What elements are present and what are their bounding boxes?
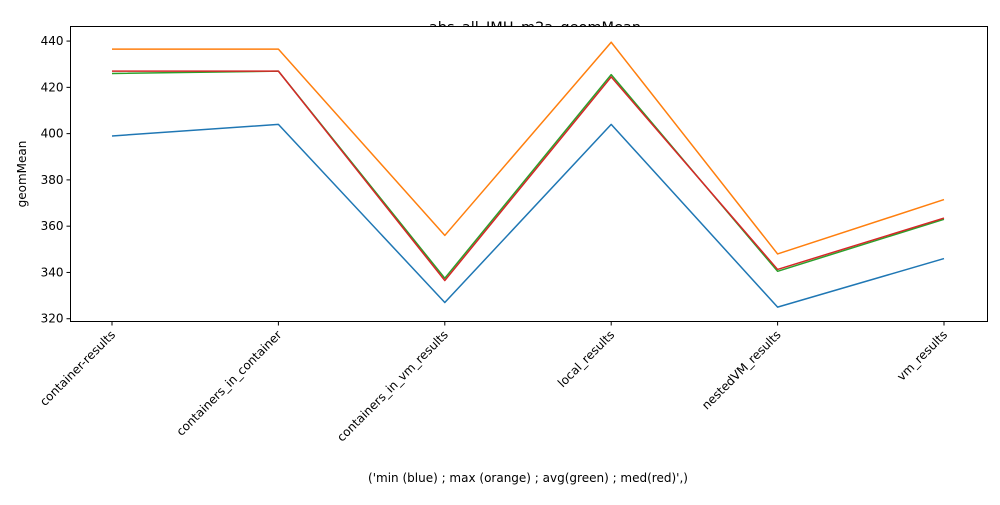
y-tick-label: 340 [41, 265, 64, 279]
y-axis: 320 340 360 380 400 420 440 [41, 34, 71, 326]
y-tick-label: 440 [41, 34, 64, 48]
plot-area [70, 26, 988, 322]
y-tick-label: 420 [41, 80, 64, 94]
x-axis: container-results containers_in_container… [37, 321, 950, 445]
y-tick-label: 360 [41, 219, 64, 233]
x-axis-label: ('min (blue) ; max (orange) ; avg(green)… [368, 471, 688, 485]
x-tick-label: containers_in_vm_results [334, 328, 451, 445]
y-tick-label: 400 [41, 127, 64, 141]
series-group [111, 41, 945, 308]
x-tick-label: containers_in_container [174, 328, 285, 439]
x-tick-label: container-results [37, 328, 118, 409]
x-tick-label: local_results [555, 328, 617, 390]
x-tick-label: nestedVM_results [699, 328, 784, 413]
y-tick-label: 380 [41, 173, 64, 187]
series-line-1 [112, 41, 945, 255]
y-tick-label: 320 [41, 312, 64, 326]
series-line-3 [112, 70, 945, 282]
series-line-0 [111, 123, 945, 308]
x-tick-label: vm_results [894, 328, 950, 384]
y-axis-label: geomMean [15, 141, 29, 208]
